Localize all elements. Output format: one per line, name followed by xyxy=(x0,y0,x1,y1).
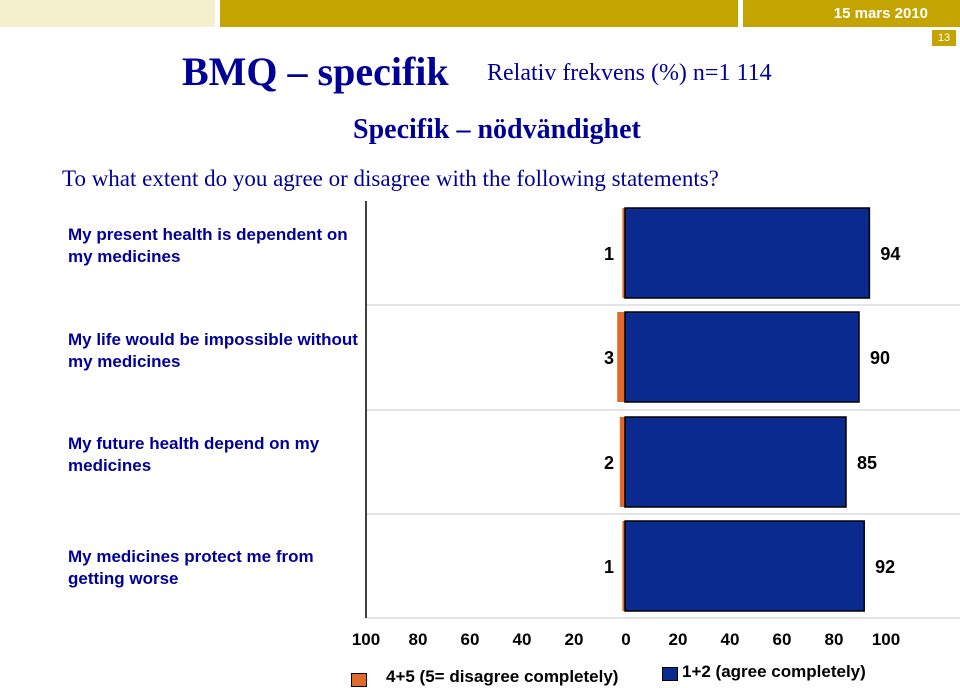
category-label-4: My medicines protect me from getting wor… xyxy=(68,547,314,588)
category-label-2: My life would be impossible without my m… xyxy=(68,330,358,371)
x-tick-label-5: 20 xyxy=(565,630,584,649)
bar-disagree-4 xyxy=(622,521,625,611)
x-tick-label-10: 80 xyxy=(825,630,844,649)
data-label-disagree-4: 1 xyxy=(604,557,614,577)
legend-label-agree: 1+2 (agree completely) xyxy=(682,662,866,681)
x-tick-label-2: 80 xyxy=(409,630,428,649)
x-tick-label-7: 20 xyxy=(669,630,688,649)
bar-agree-3 xyxy=(624,416,847,508)
x-tick-label-11: 100 xyxy=(872,630,900,649)
category-label-3: My future health depend on my medicines xyxy=(68,434,320,475)
data-label-agree-4: 92 xyxy=(875,557,895,577)
header-band-light xyxy=(0,0,215,27)
data-label-agree-2: 90 xyxy=(870,348,890,368)
data-label-agree-3: 85 xyxy=(857,453,877,473)
data-label-disagree-1: 1 xyxy=(604,244,614,264)
header-band-gold xyxy=(220,0,738,27)
bar-agree-2 xyxy=(624,311,860,403)
bar-agree-1 xyxy=(624,207,871,299)
x-tick-label-4: 40 xyxy=(513,630,532,649)
category-label-1: My present health is dependent on my med… xyxy=(68,225,348,266)
x-tick-label-3: 60 xyxy=(461,630,480,649)
bar-disagree-3 xyxy=(619,417,625,507)
legend-label-disagree: 4+5 (5= disagree completely) xyxy=(386,667,619,686)
slide-date: 15 mars 2010 xyxy=(833,5,928,22)
section-title: Specifik – nödvändighet xyxy=(353,114,641,145)
page-subtitle: Relativ frekvens (%) n=1 114 xyxy=(487,60,772,86)
x-tick-label-6: 0 xyxy=(621,630,630,649)
bar-disagree-1 xyxy=(622,208,625,298)
survey-question: To what extent do you agree or disagree … xyxy=(62,166,719,191)
legend-swatch-agree xyxy=(662,667,678,681)
data-label-disagree-2: 3 xyxy=(604,348,614,368)
x-tick-label-8: 40 xyxy=(721,630,740,649)
legend-swatch-disagree xyxy=(351,673,367,687)
data-label-agree-1: 94 xyxy=(880,244,900,264)
slide-number: 13 xyxy=(932,30,956,46)
x-tick-label-1: 100 xyxy=(352,630,380,649)
x-tick-label-9: 60 xyxy=(773,630,792,649)
page-title: BMQ – specifik xyxy=(182,49,449,94)
bar-agree-4 xyxy=(624,520,865,612)
bar-disagree-2 xyxy=(617,312,625,402)
data-label-disagree-3: 2 xyxy=(604,453,614,473)
header-band-date: 15 mars 2010 xyxy=(743,0,960,27)
